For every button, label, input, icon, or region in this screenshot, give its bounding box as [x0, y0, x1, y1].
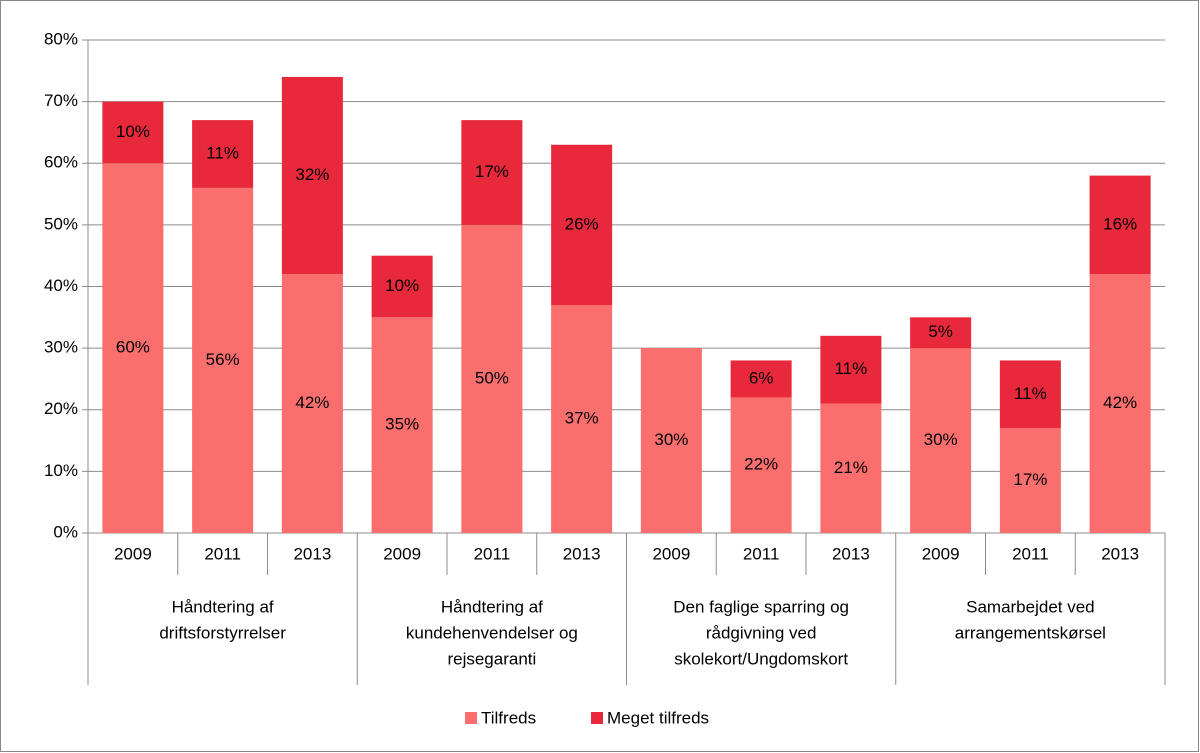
group-label: skolekort/Ungdomskort [674, 649, 848, 668]
bar-segment [102, 101, 164, 164]
group-label: arrangementskørsel [955, 623, 1106, 642]
group-label: Samarbejdet ved [966, 597, 1095, 616]
bar-segment [820, 335, 882, 404]
group-label: rådgivning ved [706, 623, 817, 642]
bar-segment [910, 317, 972, 349]
bar-segment [371, 317, 433, 533]
bar-segment [461, 120, 523, 225]
data-label: 5% [928, 322, 953, 341]
legend-swatch [591, 712, 603, 724]
x-tick-label: 2013 [1101, 544, 1139, 563]
x-tick-label: 2009 [114, 544, 152, 563]
data-label: 11% [834, 359, 867, 378]
group-label: kundehenvendelser og [406, 623, 578, 642]
group-label: Håndtering af [172, 597, 274, 616]
bar-segment [730, 397, 792, 533]
y-tick-label: 20% [44, 399, 78, 418]
data-label: 26% [565, 214, 599, 233]
group-label: Den faglige sparring og [673, 597, 849, 616]
x-tick-label: 2011 [743, 544, 780, 563]
bar-segment [102, 163, 164, 533]
data-label: 10% [385, 276, 419, 295]
data-label: 16% [1103, 214, 1137, 233]
y-tick-label: 60% [44, 153, 78, 172]
bar-segment [192, 187, 254, 533]
y-tick-label: 30% [44, 338, 78, 357]
data-label: 60% [116, 338, 150, 357]
data-label: 17% [1013, 470, 1047, 489]
bar-segment [192, 120, 254, 188]
legend-label: Meget tilfreds [607, 708, 709, 727]
data-label: 10% [116, 122, 150, 141]
x-tick-label: 2013 [563, 544, 601, 563]
bar-segment [1089, 175, 1151, 275]
bar-segment [730, 360, 792, 398]
data-label: 17% [475, 162, 509, 181]
bar-segment [551, 144, 613, 305]
x-tick-label: 2011 [474, 544, 511, 563]
x-tick-label: 2009 [383, 544, 421, 563]
data-label: 37% [565, 408, 599, 427]
bar-segment [999, 360, 1061, 429]
bar-segment [910, 348, 972, 533]
bar-segment [1089, 274, 1151, 533]
data-label: 50% [475, 368, 509, 387]
x-tick-label: 2011 [1012, 544, 1049, 563]
group-label: Håndtering af [441, 597, 543, 616]
group-label: rejsegaranti [447, 649, 536, 668]
data-label: 30% [654, 430, 688, 449]
data-label: 42% [1103, 393, 1137, 412]
bar-segment [640, 348, 702, 533]
data-label: 56% [206, 350, 240, 369]
y-tick-label: 70% [44, 91, 78, 110]
legend-swatch [465, 712, 477, 724]
y-tick-label: 40% [44, 276, 78, 295]
x-tick-label: 2013 [832, 544, 870, 563]
group-label: driftsforstyrrelser [159, 623, 286, 642]
y-tick-label: 10% [44, 461, 78, 480]
y-tick-label: 50% [44, 214, 78, 233]
data-label: 6% [749, 368, 774, 387]
legend-label: Tilfreds [481, 708, 536, 727]
bar-segment [999, 428, 1061, 533]
x-tick-label: 2009 [652, 544, 690, 563]
x-tick-label: 2011 [204, 544, 241, 563]
data-label: 32% [295, 165, 329, 184]
data-label: 30% [924, 430, 958, 449]
bar-segment [281, 274, 343, 533]
data-label: 42% [295, 393, 329, 412]
bar-segment [281, 76, 343, 275]
data-label: 11% [206, 143, 239, 162]
data-label: 11% [1014, 384, 1047, 403]
bar-segment [551, 304, 613, 533]
x-tick-label: 2013 [293, 544, 331, 563]
data-label: 21% [834, 458, 868, 477]
data-label: 22% [744, 455, 778, 474]
bar-segment [371, 255, 433, 318]
data-label: 35% [385, 415, 419, 434]
y-tick-label: 0% [53, 522, 78, 541]
bar-segment [461, 224, 523, 533]
y-tick-label: 80% [44, 29, 78, 48]
bar-segment [820, 403, 882, 533]
x-tick-label: 2009 [922, 544, 960, 563]
